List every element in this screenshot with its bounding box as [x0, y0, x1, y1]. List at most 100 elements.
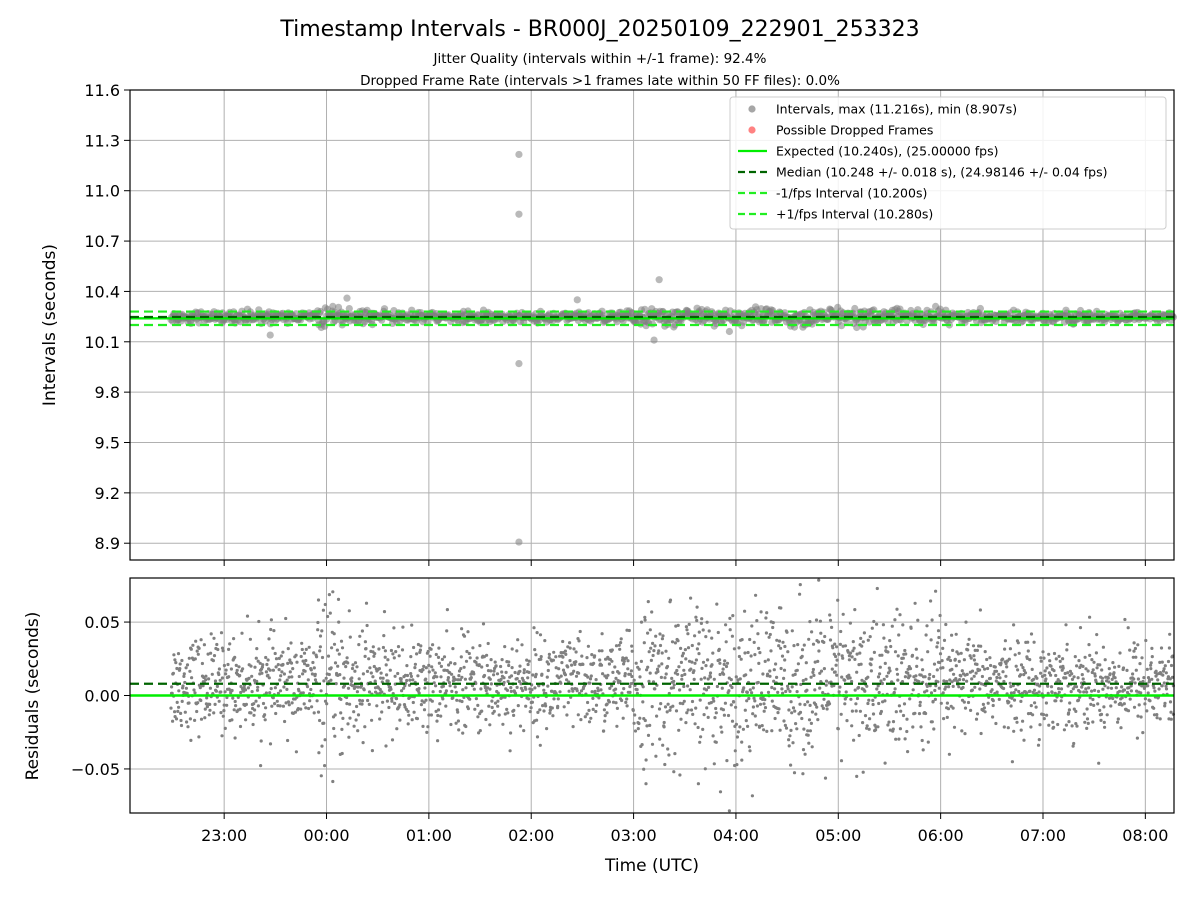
residual-point: [838, 642, 843, 647]
residual-point: [506, 711, 510, 715]
residual-point: [926, 740, 930, 744]
residual-point: [379, 671, 383, 675]
residual-point: [332, 726, 336, 731]
residual-point: [570, 672, 575, 676]
residual-point: [647, 679, 651, 684]
residual-point: [171, 719, 175, 723]
residual-point: [787, 744, 791, 748]
residual-point: [690, 643, 694, 648]
residual-point: [966, 700, 971, 705]
residual-point: [213, 702, 217, 707]
residual-point: [686, 708, 690, 712]
residual-point: [457, 669, 462, 673]
residual-point: [261, 701, 266, 706]
residual-point: [249, 664, 253, 668]
residual-point: [1072, 707, 1076, 711]
residual-point: [649, 658, 654, 663]
residual-point: [995, 675, 999, 680]
residual-point: [952, 672, 956, 676]
residual-point: [677, 728, 681, 732]
residual-point: [980, 674, 985, 679]
residual-point: [916, 618, 920, 622]
residual-point: [697, 642, 701, 646]
residual-point: [1146, 691, 1150, 695]
residual-point: [524, 704, 528, 708]
residual-point: [718, 661, 722, 665]
residual-point: [208, 708, 212, 712]
residual-point: [852, 738, 856, 742]
residual-point: [585, 656, 589, 660]
residual-point: [210, 672, 214, 676]
residual-point: [765, 729, 769, 734]
residual-point: [1169, 717, 1173, 721]
residual-point: [1168, 677, 1172, 681]
residual-point: [763, 706, 768, 710]
x-axis-label: Time (UTC): [604, 856, 699, 876]
residual-point: [706, 715, 710, 720]
residual-point: [713, 716, 717, 720]
residual-point: [445, 608, 449, 612]
residual-point: [233, 736, 237, 740]
residual-point: [809, 721, 814, 726]
residual-point: [480, 709, 484, 713]
residual-point: [615, 706, 620, 711]
residual-point: [561, 655, 565, 659]
residual-point: [484, 717, 488, 722]
residual-point: [460, 627, 464, 631]
residual-point: [524, 687, 528, 691]
residual-point: [1068, 701, 1072, 705]
residual-point: [658, 632, 662, 636]
residual-point: [646, 600, 650, 604]
residual-point: [1136, 677, 1140, 681]
residual-point: [951, 706, 955, 710]
residual-point: [339, 697, 343, 702]
residual-point: [839, 712, 843, 716]
residual-point: [637, 721, 641, 726]
residual-point: [843, 678, 847, 682]
residual-point: [503, 645, 507, 649]
residual-point: [901, 656, 905, 660]
residual-point: [230, 688, 234, 693]
residual-point: [426, 649, 430, 654]
residual-point: [572, 647, 576, 651]
residual-point: [779, 666, 783, 671]
residual-point: [843, 644, 848, 648]
residual-point: [312, 651, 316, 655]
residual-point: [706, 658, 710, 662]
residual-point: [689, 596, 693, 600]
residual-point: [667, 656, 671, 660]
residual-point: [1008, 647, 1013, 651]
residual-point: [1157, 687, 1161, 691]
residual-point: [925, 624, 929, 628]
residual-point: [863, 714, 868, 718]
residual-point: [1155, 716, 1159, 720]
residual-point: [1138, 662, 1142, 666]
residual-point: [269, 627, 273, 632]
residual-point: [614, 701, 618, 705]
residual-point: [746, 650, 750, 655]
residual-point: [340, 646, 345, 650]
residual-point: [574, 650, 578, 654]
residual-point: [736, 730, 741, 734]
residual-point: [1042, 656, 1046, 660]
residual-point: [536, 710, 540, 715]
residual-point: [449, 722, 453, 727]
residual-point: [209, 651, 213, 655]
residual-point: [945, 715, 949, 720]
residual-point: [1149, 661, 1153, 665]
residual-point: [429, 647, 433, 651]
residual-point: [330, 646, 334, 650]
residual-point: [818, 686, 822, 690]
residual-point: [390, 697, 394, 701]
residual-point: [1085, 690, 1089, 694]
residual-point: [1006, 726, 1010, 730]
residual-point: [364, 647, 368, 651]
residual-point: [1067, 711, 1071, 715]
residual-point: [795, 727, 799, 731]
residual-point: [574, 674, 579, 678]
residual-point: [1087, 643, 1091, 647]
interval-point: [598, 307, 606, 315]
residual-point: [889, 644, 893, 649]
residual-point: [646, 631, 650, 635]
residual-point: [363, 654, 367, 659]
